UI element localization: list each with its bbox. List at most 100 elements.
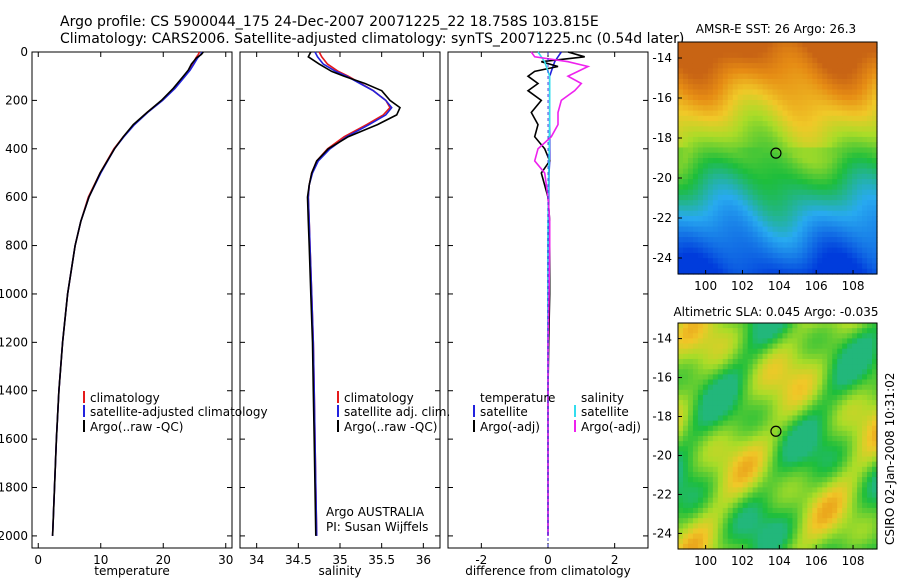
map-cell xyxy=(837,338,843,345)
map-cell xyxy=(712,533,719,540)
map-cell xyxy=(867,420,873,427)
map-cell xyxy=(777,52,784,59)
map-cell xyxy=(767,226,774,233)
map-cell xyxy=(752,168,759,175)
map-cell xyxy=(782,110,789,117)
map-cell xyxy=(797,216,803,222)
map-cell xyxy=(757,518,764,524)
map-cell xyxy=(827,400,833,406)
map-cell xyxy=(822,121,828,127)
map-cell xyxy=(722,533,729,540)
map-cell xyxy=(712,252,719,259)
map-cell xyxy=(787,105,794,112)
map-cell xyxy=(862,121,868,127)
map-cell xyxy=(852,136,858,143)
map-cell xyxy=(872,420,878,427)
map-cell xyxy=(742,461,749,468)
map-cell xyxy=(692,242,699,249)
map-cell xyxy=(682,158,689,164)
map-cell xyxy=(697,333,704,340)
map-cell xyxy=(792,237,798,243)
map-cell xyxy=(787,353,794,360)
map-cell xyxy=(847,400,853,406)
map-cell xyxy=(817,168,823,175)
map-cell xyxy=(737,507,744,514)
map-cell xyxy=(822,507,828,514)
map-cell xyxy=(852,84,858,91)
map-cell xyxy=(797,42,803,48)
map-cell xyxy=(792,115,798,122)
map-cell xyxy=(807,63,813,69)
map-cell xyxy=(737,247,744,254)
map-cell xyxy=(722,52,729,59)
map-cell xyxy=(727,533,734,540)
map-cell xyxy=(857,358,863,365)
map-cell xyxy=(807,100,813,106)
map-cell xyxy=(812,507,818,514)
map-cell xyxy=(702,73,709,80)
map-cell xyxy=(752,126,759,133)
map-cell xyxy=(777,518,784,524)
map-cell xyxy=(817,200,823,207)
map-cell xyxy=(707,121,714,127)
map-cell xyxy=(707,63,714,69)
temperature-xlabel: temperature xyxy=(94,564,169,578)
map-cell xyxy=(777,461,784,468)
map-cell xyxy=(717,543,724,550)
map-cell xyxy=(737,52,744,59)
map-cell xyxy=(817,221,823,228)
map-cell xyxy=(822,441,828,447)
map-cell xyxy=(842,369,848,375)
map-cell xyxy=(732,105,739,112)
map-cell xyxy=(687,502,694,509)
map-cell xyxy=(772,226,779,233)
map-cell xyxy=(767,115,774,122)
map-cell xyxy=(837,420,843,427)
map-cell xyxy=(822,374,828,381)
map-cell xyxy=(822,242,828,249)
map-cell xyxy=(692,94,699,101)
map-cell xyxy=(807,110,813,117)
x-tick-label: 0 xyxy=(544,553,552,567)
map-cell xyxy=(817,184,823,191)
map-cell xyxy=(697,523,704,530)
map-cell xyxy=(812,369,818,375)
map-frame xyxy=(677,41,878,275)
map-cell xyxy=(782,518,789,524)
map-cell xyxy=(767,142,774,149)
map-cell xyxy=(747,533,754,540)
map-cell xyxy=(837,502,843,509)
map-cell xyxy=(802,42,808,48)
map-cell xyxy=(827,497,833,504)
map-cell xyxy=(822,105,828,112)
map-cell xyxy=(727,89,734,96)
map-cell xyxy=(752,268,759,275)
map-cell xyxy=(687,194,694,201)
map-cell xyxy=(777,323,784,329)
map-cell xyxy=(767,492,774,499)
map-cell xyxy=(687,179,694,185)
map-cell xyxy=(707,328,714,334)
map-cell xyxy=(757,200,764,207)
map-cell xyxy=(742,441,749,447)
map-cell xyxy=(842,189,848,196)
legend-temp-argo-label: Argo(-adj) xyxy=(480,420,540,434)
map-cell xyxy=(812,105,818,112)
map-cell xyxy=(687,52,694,59)
map-cell xyxy=(782,163,789,170)
map-cell xyxy=(792,420,798,427)
map-cell xyxy=(707,231,714,238)
map-cell xyxy=(767,126,774,133)
map-cell xyxy=(827,451,833,458)
map-cell xyxy=(787,513,794,519)
map-cell xyxy=(712,502,719,509)
map-cell xyxy=(857,492,863,499)
map-cell xyxy=(792,456,798,463)
map-cell xyxy=(687,152,694,159)
map-cell xyxy=(692,415,699,422)
map-cell xyxy=(762,436,769,442)
map-cell xyxy=(807,343,813,350)
map-cell xyxy=(852,189,858,196)
map-cell xyxy=(722,528,729,535)
